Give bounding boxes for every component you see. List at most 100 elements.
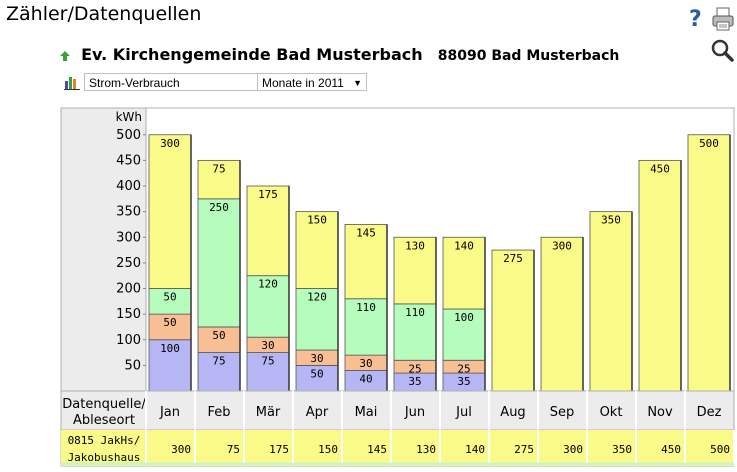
y-tick-label: 250 — [116, 256, 141, 271]
svg-text:?: ? — [689, 7, 702, 30]
bar-segment — [344, 298, 388, 356]
table-cell: 450 — [661, 443, 681, 456]
bar-segment — [197, 198, 241, 328]
y-tick-label: 450 — [116, 153, 141, 168]
bar-segment — [589, 211, 633, 392]
bar-segment — [148, 288, 192, 315]
table-cell: 145 — [367, 443, 387, 456]
x-tick-label: Jun — [404, 405, 425, 420]
data-label: 110 — [356, 301, 376, 314]
x-tick-label: Apr — [306, 405, 329, 420]
table-cell: 150 — [318, 443, 338, 456]
table-cell: 275 — [514, 443, 534, 456]
data-label: 120 — [258, 278, 278, 291]
y-tick-label: 200 — [116, 282, 141, 297]
data-label: 25 — [457, 362, 470, 375]
bar-segment — [246, 352, 290, 392]
data-label: 100 — [160, 342, 180, 355]
table-cell: 300 — [171, 443, 191, 456]
x-tick-label: Dez — [697, 405, 722, 420]
data-label: 35 — [408, 375, 421, 388]
consumption-type-value: Strom-Verbrauch — [89, 76, 180, 90]
data-label: 250 — [209, 201, 229, 214]
bar-segment — [344, 224, 388, 300]
data-label: 120 — [307, 291, 327, 304]
bar-segment — [197, 352, 241, 392]
table-header-row — [60, 390, 735, 431]
y-tick-label: 300 — [116, 230, 141, 245]
x-tick-label: Jan — [159, 405, 180, 420]
data-label: 25 — [408, 362, 421, 375]
data-label: 40 — [359, 373, 372, 386]
data-label: 275 — [503, 252, 523, 265]
table-cell: 300 — [563, 443, 583, 456]
x-tick-label: Jul — [455, 405, 472, 420]
x-tick-label: Mai — [355, 405, 378, 420]
data-label: 100 — [454, 311, 474, 324]
data-label: 35 — [457, 375, 470, 388]
data-label: 75 — [212, 355, 225, 368]
data-label: 130 — [405, 239, 425, 252]
bar-segment — [540, 236, 584, 392]
data-label: 300 — [552, 239, 572, 252]
help-icon[interactable]: ? — [688, 6, 706, 30]
y-tick-label: 400 — [116, 179, 141, 194]
data-label: 350 — [601, 214, 621, 227]
bar-segment — [687, 134, 731, 392]
bar-segment — [638, 159, 682, 392]
table-header-label: Ableseort — [73, 413, 135, 428]
data-label: 175 — [258, 188, 278, 201]
data-label: 50 — [310, 367, 323, 380]
data-label: 75 — [212, 162, 225, 175]
y-tick-label: 500 — [116, 128, 141, 143]
data-label: 30 — [359, 357, 372, 370]
data-label: 75 — [261, 355, 274, 368]
x-tick-label: Feb — [207, 405, 230, 420]
data-label: 145 — [356, 226, 376, 239]
bar-segment — [491, 249, 535, 392]
page-title: Zähler/Datenquellen — [6, 3, 202, 25]
data-label: 500 — [699, 137, 719, 150]
data-label: 50 — [163, 316, 176, 329]
y-tick-label: 150 — [116, 307, 141, 322]
data-label: 50 — [212, 329, 225, 342]
table-cell: 350 — [612, 443, 632, 456]
y-tick-label: 50 — [124, 358, 141, 373]
bar-segment — [197, 326, 241, 353]
y-tick-label: 350 — [116, 205, 141, 220]
data-label: 50 — [163, 291, 176, 304]
table-row-label: 0815 JakHs/ — [68, 434, 141, 447]
table-cell: 130 — [416, 443, 436, 456]
table-cell: 500 — [710, 443, 730, 456]
org-header: Ev. Kirchengemeinde Bad Musterbach 88090… — [60, 45, 619, 64]
data-label: 30 — [261, 339, 274, 352]
zoom-icon[interactable] — [710, 38, 734, 62]
period-value: Monate in 2011 — [262, 76, 344, 90]
y-tick-label: 100 — [116, 333, 141, 348]
table-cell: 175 — [269, 443, 289, 456]
bar-segment — [442, 236, 486, 310]
period-select[interactable]: Monate in 2011 ▼ — [257, 73, 367, 91]
y-axis-panel — [61, 108, 146, 391]
x-tick-label: Nov — [647, 405, 673, 420]
table-row-label: Jakobushaus — [68, 451, 141, 464]
bar-chart-icon — [64, 77, 80, 90]
data-label: 140 — [454, 239, 474, 252]
chevron-down-icon: ▼ — [353, 78, 362, 88]
bar-segment — [197, 159, 241, 200]
bar-segment — [393, 236, 437, 305]
x-tick-label: Aug — [500, 405, 525, 420]
table-data-row — [61, 430, 734, 466]
data-label: 150 — [307, 214, 327, 227]
bar-segment — [148, 339, 192, 392]
bar-segment — [148, 134, 192, 289]
org-place: 88090 Bad Musterbach — [437, 48, 620, 64]
table-header-label: Datenquelle/ — [62, 397, 146, 412]
data-label: 30 — [310, 352, 323, 365]
x-tick-label: Sep — [550, 405, 575, 420]
up-arrow-icon[interactable] — [60, 50, 70, 61]
print-icon[interactable] — [710, 6, 736, 32]
data-label: 450 — [650, 162, 670, 175]
y-axis-label: kWh — [116, 110, 142, 124]
